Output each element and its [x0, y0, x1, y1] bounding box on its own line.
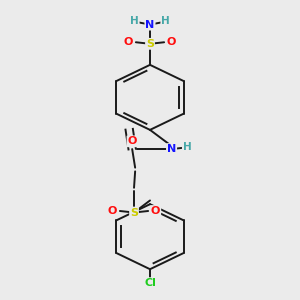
Text: N: N: [146, 20, 154, 30]
Text: O: O: [167, 37, 176, 47]
Text: H: H: [161, 16, 170, 26]
Text: O: O: [151, 206, 160, 216]
Text: S: S: [146, 39, 154, 49]
Text: O: O: [108, 206, 117, 216]
Text: N: N: [167, 144, 176, 154]
Text: O: O: [128, 136, 137, 146]
Text: S: S: [130, 208, 138, 218]
Text: H: H: [183, 142, 191, 152]
Text: H: H: [130, 16, 139, 26]
Text: Cl: Cl: [144, 278, 156, 288]
Text: O: O: [124, 37, 133, 47]
